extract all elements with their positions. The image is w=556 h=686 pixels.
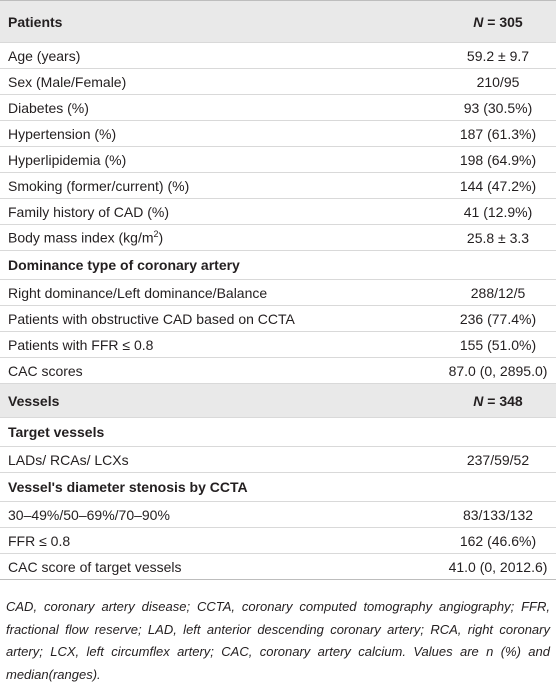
value-cell: 25.8 ± 3.3	[440, 224, 556, 251]
label-cell: Hypertension (%)	[0, 120, 440, 147]
value-cell: 187 (61.3%)	[440, 120, 556, 147]
value-cell	[440, 250, 556, 280]
label-cell: CAC scores	[0, 357, 440, 384]
value-cell: 237/59/52	[440, 446, 556, 473]
label-cell: Smoking (former/current) (%)	[0, 172, 440, 199]
label-cell: Age (years)	[0, 42, 440, 69]
symbol: N	[473, 13, 484, 30]
table-row: Diabetes (%) 93 (30.5%)	[0, 94, 556, 121]
label-cell: Dominance type of coronary artery	[0, 250, 440, 280]
value-cell: 41 (12.9%)	[440, 198, 556, 225]
label-cell: Patients	[0, 0, 440, 43]
value-cell: 198 (64.9%)	[440, 146, 556, 173]
label-cell: Hyperlipidemia (%)	[0, 146, 440, 173]
table-row: Patients N = 305	[0, 0, 556, 43]
label-cell: Patients with FFR ≤ 0.8	[0, 331, 440, 358]
symbol: N	[473, 392, 484, 409]
label-cell: Body mass index (kg/m2)	[0, 224, 440, 251]
table-row: Target vessels	[0, 417, 556, 447]
table-row: Patients with FFR ≤ 0.8 155 (51.0%)	[0, 331, 556, 358]
table-row: Hypertension (%) 187 (61.3%)	[0, 120, 556, 147]
label-cell: Family history of CAD (%)	[0, 198, 440, 225]
table-row: LADs/ RCAs/ LCXs 237/59/52	[0, 446, 556, 473]
cell-text: Body mass index (kg/m	[8, 229, 154, 246]
value-cell	[440, 472, 556, 502]
value-cell: 162 (46.6%)	[440, 527, 556, 554]
table-row: Age (years) 59.2 ± 9.7	[0, 42, 556, 69]
value-cell: 288/12/5	[440, 279, 556, 306]
value-cell: 210/95	[440, 68, 556, 95]
table-row: CAC scores 87.0 (0, 2895.0)	[0, 357, 556, 384]
label-cell: Patients with obstructive CAD based on C…	[0, 305, 440, 332]
table-row: CAC score of target vessels 41.0 (0, 2012…	[0, 553, 556, 580]
table-row: Patients with obstructive CAD based on C…	[0, 305, 556, 332]
value-cell: 155 (51.0%)	[440, 331, 556, 358]
value-cell: 144 (47.2%)	[440, 172, 556, 199]
value-cell: 41.0 (0, 2012.6)	[440, 553, 556, 580]
label-cell: CAC score of target vessels	[0, 553, 440, 580]
table-row: Vessel's diameter stenosis by CCTA	[0, 472, 556, 502]
cell-text: = 305	[483, 13, 523, 30]
table-row: 30–49%/50–69%/70–90% 83/133/132	[0, 501, 556, 528]
table-row: Smoking (former/current) (%) 144 (47.2%)	[0, 172, 556, 199]
value-cell	[440, 417, 556, 447]
label-cell: Vessel's diameter stenosis by CCTA	[0, 472, 440, 502]
value-cell: 93 (30.5%)	[440, 94, 556, 121]
value-cell: 83/133/132	[440, 501, 556, 528]
label-cell: 30–49%/50–69%/70–90%	[0, 501, 440, 528]
value-cell: 87.0 (0, 2895.0)	[440, 357, 556, 384]
value-cell: 59.2 ± 9.7	[440, 42, 556, 69]
table-row: Vessels N = 348	[0, 383, 556, 418]
cell-text: = 348	[483, 392, 523, 409]
value-cell: N = 348	[440, 383, 556, 418]
superscript: 2	[153, 229, 159, 240]
label-cell: Right dominance/Left dominance/Balance	[0, 279, 440, 306]
value-cell: 236 (77.4%)	[440, 305, 556, 332]
table-row: FFR ≤ 0.8 162 (46.6%)	[0, 527, 556, 554]
table-row: Family history of CAD (%) 41 (12.9%)	[0, 198, 556, 225]
footnote: CAD, coronary artery disease; CCTA, coro…	[6, 599, 550, 682]
cell-text: )	[158, 229, 164, 246]
table-row: Sex (Male/Female) 210/95	[0, 68, 556, 95]
table-row: Dominance type of coronary artery	[0, 250, 556, 280]
label-cell: LADs/ RCAs/ LCXs	[0, 446, 440, 473]
value-cell: N = 305	[440, 0, 556, 43]
table-row: Body mass index (kg/m2) 25.8 ± 3.3	[0, 224, 556, 251]
data-table: Patients N = 305 Age (years) 59.2 ± 9.7 Sex …	[0, 0, 556, 580]
table-row: Right dominance/Left dominance/Balance 28…	[0, 279, 556, 306]
label-cell: Diabetes (%)	[0, 94, 440, 121]
label-cell: Vessels	[0, 383, 440, 418]
label-cell: FFR ≤ 0.8	[0, 527, 440, 554]
label-cell: Target vessels	[0, 417, 440, 447]
table-row: Hyperlipidemia (%) 198 (64.9%)	[0, 146, 556, 173]
label-cell: Sex (Male/Female)	[0, 68, 440, 95]
